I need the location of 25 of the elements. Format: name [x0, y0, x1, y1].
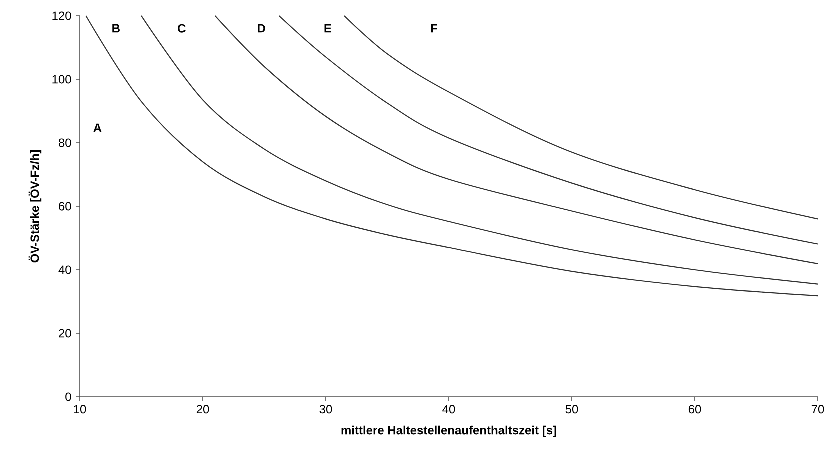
annotation: E	[324, 24, 332, 33]
x-tick-label: 50	[566, 405, 578, 414]
x-tick-label: 30	[320, 405, 332, 414]
y-tick-label: 60	[59, 202, 72, 211]
annotation: D	[258, 24, 266, 33]
annotation: C	[178, 24, 186, 33]
line-series	[214, 15, 819, 264]
annotation: B	[112, 24, 120, 33]
y-axis-title: ÖV-Stärke [ÖV-Fz/h]	[28, 150, 42, 263]
y-tick-label: 20	[59, 329, 72, 338]
x-tick-label: 10	[74, 405, 86, 414]
x-tick-label: 40	[442, 405, 456, 414]
annotation: A	[94, 124, 102, 132]
y-tick-label: 100	[52, 75, 72, 84]
y-tick-label: 0	[66, 392, 72, 402]
y-tick-label: 40	[58, 266, 72, 274]
x-tick-label: 60	[688, 405, 702, 414]
x-tick-label: 70	[812, 405, 824, 414]
line-series	[278, 15, 819, 245]
x-tick-label: 20	[196, 405, 210, 414]
y-tick-label: 120	[52, 12, 72, 20]
annotation: F	[431, 24, 438, 33]
line-series	[344, 15, 819, 220]
y-tick-label: 80	[58, 138, 72, 148]
x-axis-title: mittlere Haltestellenaufenthaltszeit [s]	[342, 426, 556, 438]
